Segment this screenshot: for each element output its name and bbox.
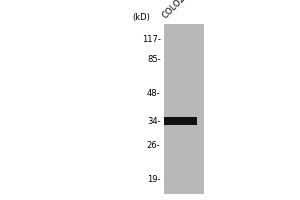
Text: 34-: 34-	[147, 116, 160, 126]
Text: 26-: 26-	[147, 142, 160, 150]
Text: COLO205: COLO205	[160, 0, 194, 20]
Bar	[164, 117, 197, 125]
Text: 117-: 117-	[142, 36, 160, 45]
Text: (kD): (kD)	[132, 13, 150, 22]
Text: 48-: 48-	[147, 88, 160, 98]
Text: 19-: 19-	[147, 176, 160, 184]
Bar	[164, 24, 204, 194]
Text: 85-: 85-	[147, 54, 160, 64]
